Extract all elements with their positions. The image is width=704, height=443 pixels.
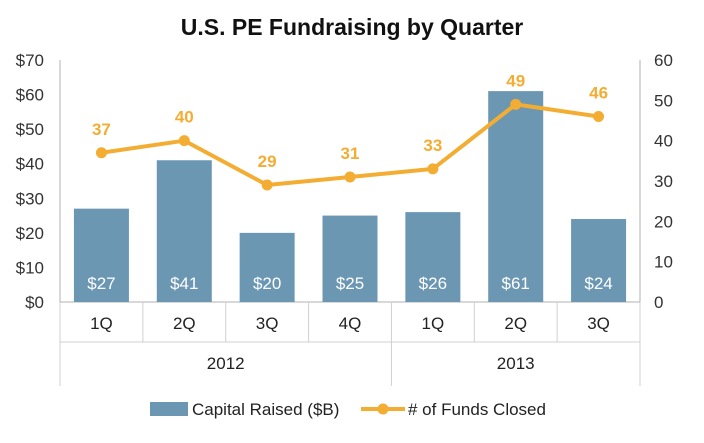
bar-1q-4: [405, 212, 461, 302]
line-series: [95, 98, 605, 191]
funds-closed-value-label: 29: [258, 152, 277, 171]
legend-funds-label: # of Funds Closed: [408, 400, 546, 419]
category-label: 1Q: [422, 314, 445, 333]
funds-closed-point: [95, 147, 107, 159]
left-axis-tick-label: $30: [16, 189, 44, 208]
bar-value-label: $41: [170, 274, 198, 293]
funds-closed-point: [178, 135, 190, 147]
funds-closed-point: [261, 179, 273, 191]
category-label: 3Q: [587, 314, 610, 333]
bar-value-label: $27: [87, 274, 115, 293]
right-axis-tick-label: 20: [654, 212, 673, 231]
legend-bar-swatch: [150, 402, 188, 416]
funds-closed-point: [510, 98, 522, 110]
category-label: 4Q: [339, 314, 362, 333]
funds-closed-value-label: 40: [175, 108, 194, 127]
left-axis-tick-label: $50: [16, 120, 44, 139]
bar-3q-6: [571, 219, 627, 302]
category-label: 1Q: [90, 314, 113, 333]
left-axis-tick-label: $70: [16, 51, 44, 70]
bar-value-label: $61: [502, 274, 530, 293]
funds-closed-value-label: 49: [506, 71, 525, 90]
funds-closed-value-label: 46: [589, 83, 608, 102]
legend: Capital Raised ($B) # of Funds Closed: [150, 400, 546, 419]
bar-3q-2: [239, 232, 295, 302]
left-axis-tick-label: $10: [16, 258, 44, 277]
year-group-label: 2013: [497, 354, 535, 373]
left-axis-tick-label: $20: [16, 224, 44, 243]
bar-2q-5: [488, 91, 544, 302]
category-label: 2Q: [504, 314, 527, 333]
funds-closed-point: [593, 110, 605, 122]
bar-1q-0: [73, 208, 129, 302]
year-group-label: 2012: [207, 354, 245, 373]
left-axis-tick-label: $40: [16, 155, 44, 174]
bar-value-label: $25: [336, 274, 364, 293]
category-label: 2Q: [173, 314, 196, 333]
bar-4q-3: [322, 215, 378, 302]
right-axis-tick-label: 30: [654, 172, 673, 191]
bar-value-label: $26: [419, 274, 447, 293]
funds-closed-value-label: 33: [423, 136, 442, 155]
legend-capital-label: Capital Raised ($B): [192, 400, 339, 419]
left-axis-tick-label: $60: [16, 86, 44, 105]
right-axis-tick-label: 0: [654, 293, 663, 312]
bar-value-label: $20: [253, 274, 281, 293]
category-label: 3Q: [256, 314, 279, 333]
right-axis-tick-label: 50: [654, 91, 673, 110]
right-axis-tick-label: 10: [654, 253, 673, 272]
funds-closed-value-label: 37: [92, 120, 111, 139]
legend-line-marker: [377, 403, 389, 415]
bar-value-label: $24: [584, 274, 612, 293]
right-axis-tick-label: 60: [654, 51, 673, 70]
chart-title: U.S. PE Fundraising by Quarter: [181, 14, 524, 40]
bar-2q-1: [156, 160, 212, 302]
left-axis-tick-label: $0: [25, 293, 44, 312]
bar-series: [73, 91, 627, 302]
funds-closed-value-label: 31: [341, 144, 360, 163]
chart-labels: $0 $10 $20 $30 $40 $50 $60 $70 0 10 20 30 40 50 60 $27 $…: [16, 51, 673, 373]
funds-closed-point: [344, 171, 356, 183]
right-axis-tick-label: 40: [654, 132, 673, 151]
funds-closed-point: [427, 163, 439, 175]
